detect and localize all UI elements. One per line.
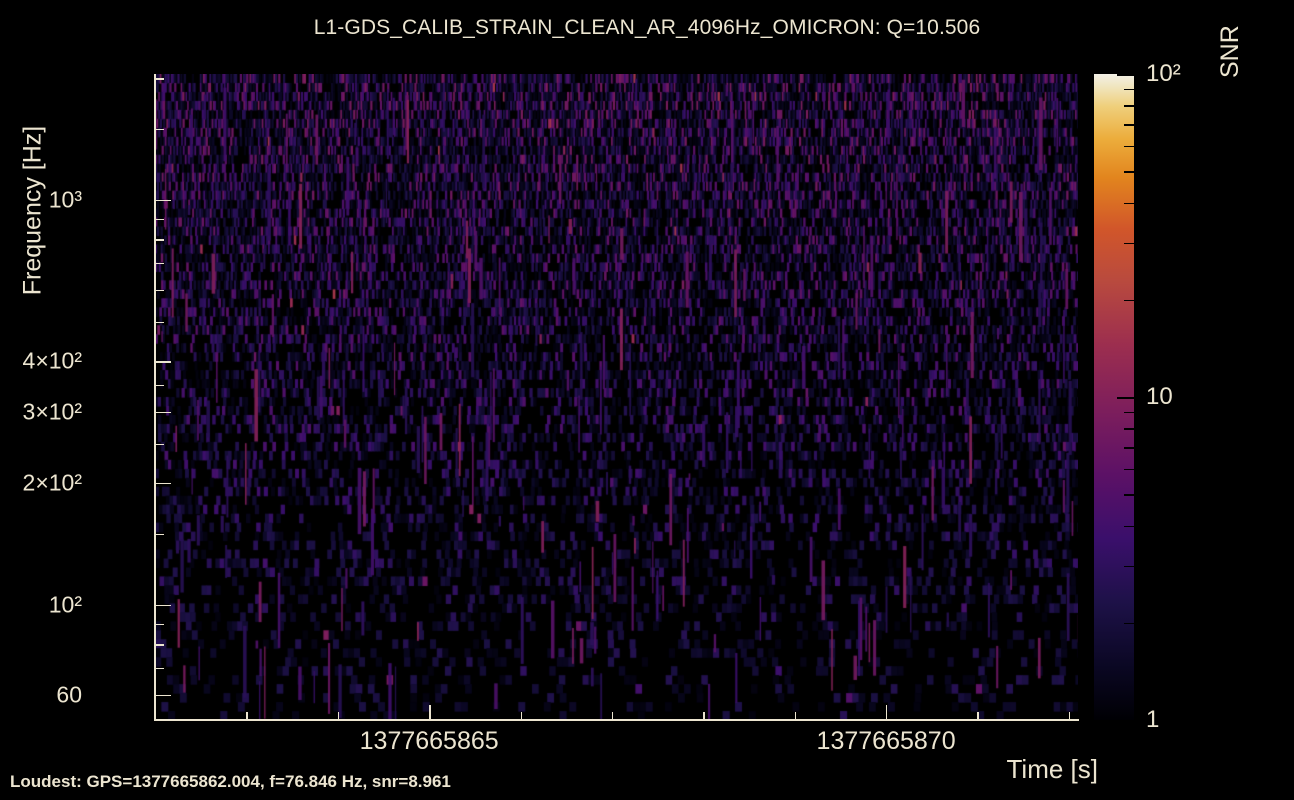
x-tick-label: 1377665865 xyxy=(359,727,499,755)
colorbar-tick-minor xyxy=(1124,411,1134,414)
colorbar-tick-minor xyxy=(1124,145,1134,148)
x-tick-minor xyxy=(977,712,979,720)
colorbar-tick-minor xyxy=(1124,299,1134,302)
colorbar-tick-minor xyxy=(1124,494,1134,496)
x-tick-minor xyxy=(1068,712,1071,720)
y-tick-minor xyxy=(155,78,164,80)
x-tick-minor xyxy=(794,712,797,720)
y-tick-minor xyxy=(155,384,164,387)
y-tick-minor xyxy=(155,289,164,292)
colorbar-tick-major xyxy=(1117,720,1134,722)
colorbar-title: SNR xyxy=(1216,25,1244,78)
colorbar-tick-minor xyxy=(1124,468,1134,471)
y-tick-minor xyxy=(155,239,164,241)
x-tick-minor xyxy=(337,712,340,720)
colorbar-tick-minor xyxy=(1124,428,1134,430)
y-axis-line xyxy=(154,74,156,721)
x-tick-minor xyxy=(703,712,705,720)
colorbar-tick-minor xyxy=(1124,88,1134,91)
y-tick-major xyxy=(155,605,171,607)
y-tick-minor xyxy=(155,443,164,446)
spectrogram-canvas xyxy=(155,74,1078,720)
y-tick-minor xyxy=(155,262,164,265)
y-tick-label: 3×10² xyxy=(22,398,82,425)
colorbar-tick-major xyxy=(1117,74,1134,76)
y-tick-label: 2×10² xyxy=(22,469,82,496)
x-tick-minor xyxy=(246,712,248,720)
colorbar-tick-minor xyxy=(1124,202,1134,205)
y-tick-minor xyxy=(155,128,164,131)
x-axis-title: Time [s] xyxy=(1006,754,1098,784)
y-tick-minor xyxy=(155,623,164,625)
colorbar-tick-minor xyxy=(1124,171,1134,173)
colorbar-tick-minor xyxy=(1124,622,1134,625)
x-tick-major xyxy=(886,705,888,720)
x-tick-minor xyxy=(611,712,614,720)
spectrogram-plot[interactable] xyxy=(155,74,1078,720)
colorbar-tick-label: 10² xyxy=(1146,60,1181,87)
y-tick-minor xyxy=(155,644,164,646)
colorbar-tick-label: 10 xyxy=(1146,383,1173,410)
y-tick-major xyxy=(155,483,171,485)
colorbar-tick-minor xyxy=(1124,105,1134,107)
colorbar-tick-minor xyxy=(1124,525,1134,528)
y-tick-label: 10³ xyxy=(48,186,82,213)
y-tick-major xyxy=(155,694,171,697)
colorbar-tick-major xyxy=(1117,397,1134,399)
colorbar-tick-minor xyxy=(1124,124,1134,126)
x-tick-label: 1377665870 xyxy=(816,727,956,755)
y-axis-title: Frequency [Hz] xyxy=(18,125,47,296)
x-tick-major xyxy=(429,705,431,720)
y-tick-minor xyxy=(155,533,164,536)
colorbar-tick-minor xyxy=(1124,565,1134,568)
y-tick-major xyxy=(155,411,171,414)
page-title: L1-GDS_CALIB_STRAIN_CLEAN_AR_4096Hz_OMIC… xyxy=(313,16,981,39)
colorbar-tick-label: 1 xyxy=(1146,706,1160,733)
y-tick-label: 60 xyxy=(56,681,82,708)
colorbar-tick-minor xyxy=(1124,242,1134,245)
y-tick-major xyxy=(155,200,171,202)
loudest-event-status: Loudest: GPS=1377665862.004, f=76.846 Hz… xyxy=(10,772,451,791)
x-axis-line xyxy=(154,719,1079,721)
x-tick-minor xyxy=(520,712,522,720)
colorbar-tick-minor xyxy=(1124,447,1134,449)
y-tick-minor xyxy=(155,218,164,220)
y-tick-major xyxy=(155,361,171,363)
y-tick-label: 10² xyxy=(48,591,82,618)
y-tick-minor xyxy=(155,321,164,324)
y-tick-label: 4×10² xyxy=(22,347,82,374)
y-tick-minor xyxy=(155,667,164,670)
